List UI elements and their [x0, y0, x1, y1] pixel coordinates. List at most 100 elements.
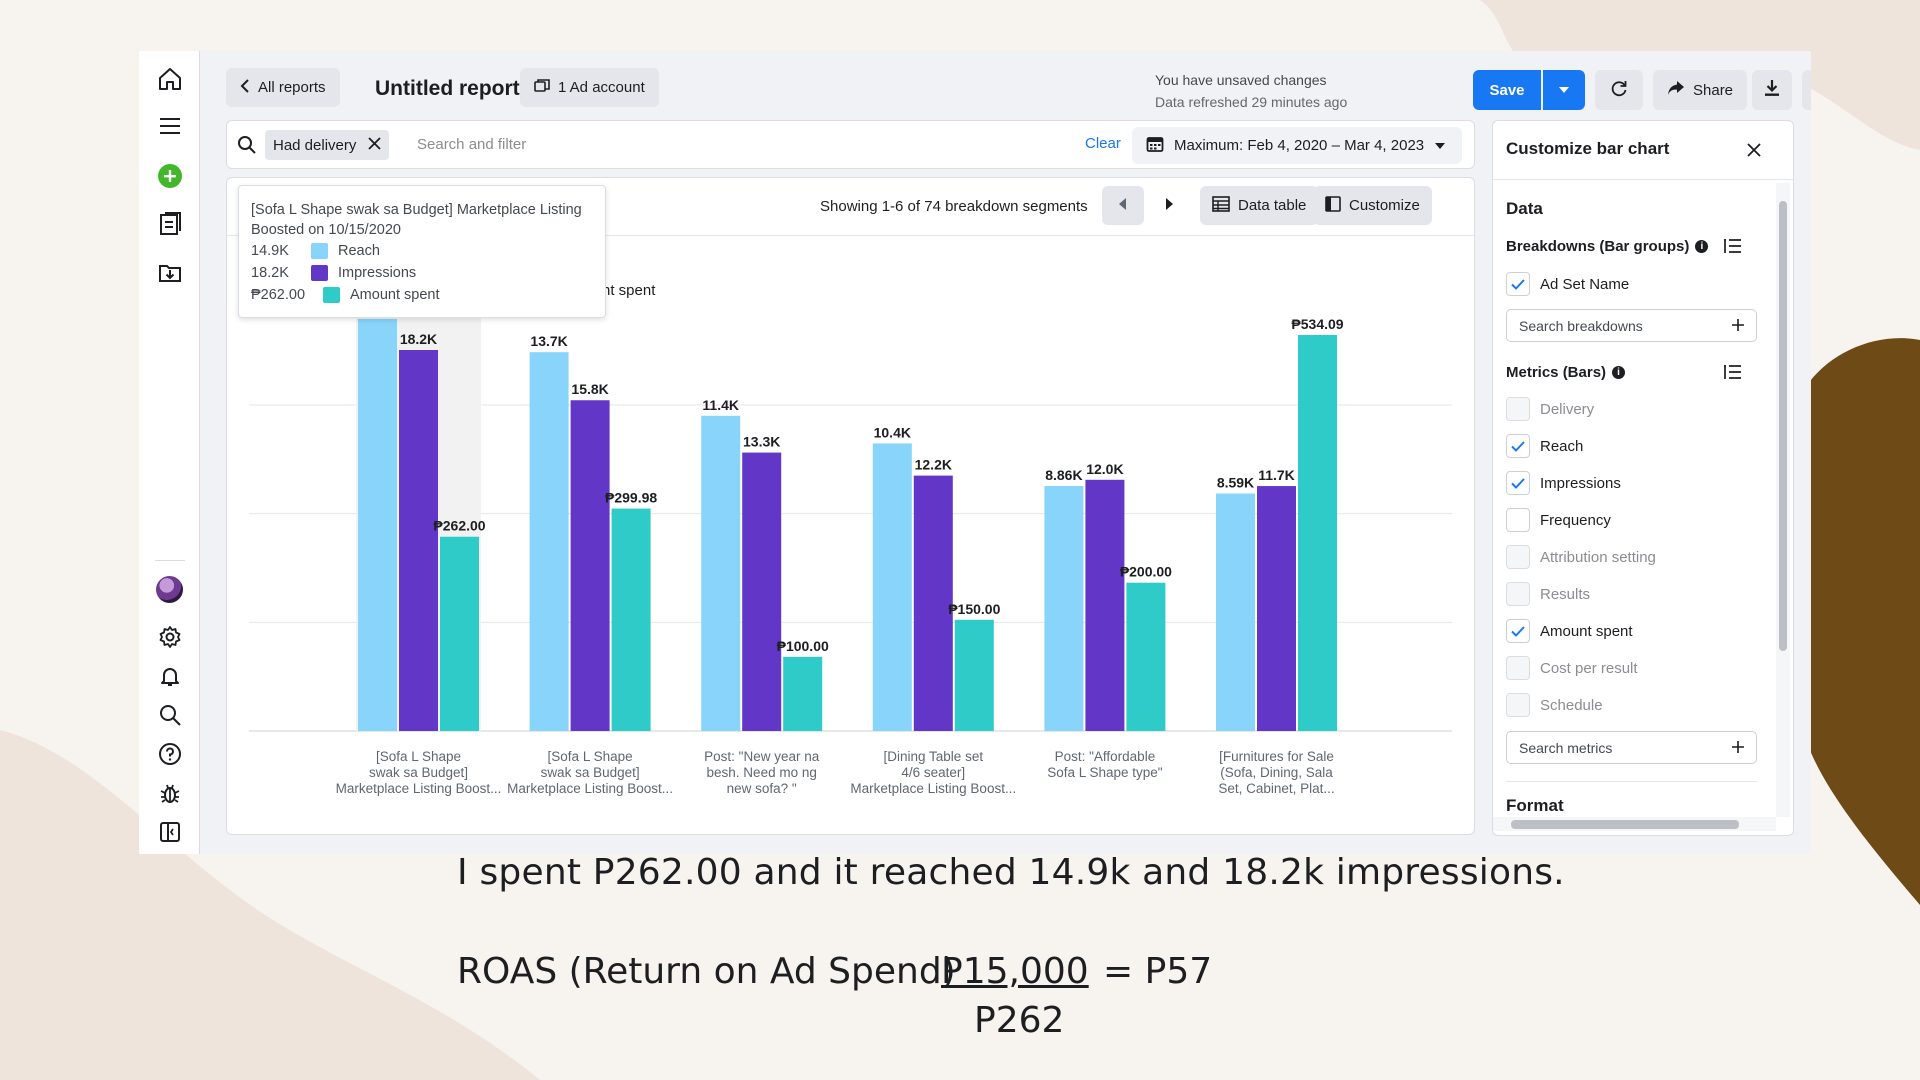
- menu-icon[interactable]: [155, 111, 185, 141]
- checkbox[interactable]: [1506, 397, 1530, 421]
- reorder-list-icon[interactable]: [1723, 236, 1745, 258]
- metric-frequency[interactable]: Frequency: [1506, 508, 1611, 532]
- close-icon[interactable]: [1741, 137, 1767, 163]
- info-icon[interactable]: i: [1695, 240, 1709, 253]
- checkbox-label: Reach: [1540, 437, 1584, 455]
- category-label: Post: "New year na: [704, 749, 820, 764]
- checkbox[interactable]: [1506, 656, 1530, 680]
- legend-swatch: [311, 265, 328, 281]
- clear-filters-link[interactable]: Clear: [1085, 135, 1121, 152]
- chevron-left-icon: [240, 78, 250, 97]
- report-header: All reports Untitled report 1 Ad account…: [200, 51, 1811, 121]
- left-nav-rail: [139, 51, 200, 854]
- metrics-heading: Metrics (Bars) i: [1506, 364, 1626, 381]
- reorder-list-icon[interactable]: [1723, 362, 1745, 384]
- checkbox[interactable]: [1506, 693, 1530, 717]
- create-plus-icon[interactable]: [155, 161, 185, 191]
- home-icon[interactable]: [155, 64, 185, 94]
- more-options-button[interactable]: [1802, 70, 1811, 110]
- customize-button[interactable]: Customize: [1313, 186, 1432, 225]
- data-table-button[interactable]: Data table: [1200, 186, 1319, 225]
- checkbox-checked[interactable]: [1506, 619, 1530, 643]
- checkbox[interactable]: [1506, 582, 1530, 606]
- previous-page-button[interactable]: [1102, 186, 1144, 225]
- download-button[interactable]: [1752, 70, 1792, 110]
- checkbox-checked[interactable]: [1506, 471, 1530, 495]
- bar-reach: [701, 415, 741, 731]
- info-icon[interactable]: i: [1612, 366, 1626, 379]
- sidebar-toggle-icon[interactable]: [155, 817, 185, 847]
- category-label: [Dining Table set: [884, 749, 984, 764]
- customize-label: Customize: [1349, 197, 1420, 214]
- filter-chip-had-delivery[interactable]: Had delivery: [265, 130, 390, 160]
- settings-gear-icon[interactable]: [155, 622, 185, 652]
- metric-results[interactable]: Results: [1506, 582, 1590, 606]
- avatar[interactable]: [156, 576, 183, 603]
- bar-reach: [529, 352, 569, 731]
- checkbox[interactable]: [1506, 508, 1530, 532]
- date-range-label: Maximum: Feb 4, 2020 – Mar 4, 2023: [1174, 137, 1425, 154]
- bug-report-icon[interactable]: [155, 778, 185, 808]
- checkbox-label: Attribution setting: [1540, 548, 1656, 566]
- checkbox-checked[interactable]: [1506, 434, 1530, 458]
- breakdown-ad-set-name[interactable]: Ad Set Name: [1506, 272, 1629, 296]
- checkbox-label: Results: [1540, 585, 1591, 603]
- breakdown-count: Showing 1-6 of 74 breakdown segments: [820, 198, 1088, 215]
- horizontal-scrollbar[interactable]: [1493, 817, 1776, 831]
- close-icon[interactable]: [368, 136, 382, 154]
- tooltip-row-reach: 14.9K Reach: [251, 240, 593, 262]
- search-icon[interactable]: [155, 700, 185, 730]
- category-label: [Furnitures for Sale: [1219, 749, 1334, 764]
- tooltip-row-impressions: 18.2K Impressions: [251, 262, 593, 284]
- unsaved-message: You have unsaved changes: [1155, 72, 1327, 88]
- checkbox[interactable]: [1506, 545, 1530, 569]
- caret-down-icon: [1434, 137, 1446, 154]
- category-label: [Sofa L Shape: [376, 749, 461, 764]
- metric-schedule[interactable]: Schedule: [1506, 693, 1603, 717]
- share-button[interactable]: Share: [1653, 70, 1748, 110]
- roas-label: ROAS (Return on Ad Spend): [457, 951, 956, 992]
- save-options-dropdown[interactable]: [1543, 70, 1585, 110]
- search-breakdowns-input[interactable]: Search breakdowns: [1506, 309, 1757, 342]
- metric-amount-spent[interactable]: Amount spent: [1506, 619, 1633, 643]
- category-label: [Sofa L Shape: [548, 749, 633, 764]
- notifications-bell-icon[interactable]: [155, 661, 185, 691]
- scrollbar-thumb[interactable]: [1511, 820, 1739, 829]
- help-icon[interactable]: [155, 739, 185, 769]
- bar-amount-spent: [783, 656, 823, 731]
- search-metrics-input[interactable]: Search metrics: [1506, 731, 1757, 764]
- filter-bar: Had delivery Search and filter Clear Max…: [226, 120, 1475, 169]
- bar-amount-spent: [440, 536, 479, 731]
- date-range-picker[interactable]: Maximum: Feb 4, 2020 – Mar 4, 2023: [1132, 127, 1462, 164]
- save-button[interactable]: Save: [1473, 70, 1541, 110]
- metric-reach[interactable]: Reach: [1506, 434, 1583, 458]
- metric-cost-per-result[interactable]: Cost per result: [1506, 656, 1638, 680]
- bar-impressions: [742, 452, 782, 731]
- scrollbar-thumb[interactable]: [1779, 201, 1787, 651]
- checkbox-label: Cost per result: [1540, 659, 1638, 677]
- all-reports-button[interactable]: All reports: [226, 68, 340, 107]
- data-label: ₱262.00: [433, 518, 485, 534]
- triangle-left-icon: [1119, 197, 1127, 215]
- calendar-icon: [1146, 135, 1164, 157]
- export-icon[interactable]: [155, 257, 185, 287]
- share-arrow-icon: [1667, 80, 1685, 100]
- checkbox-label: Schedule: [1540, 696, 1603, 714]
- metric-delivery[interactable]: Delivery: [1506, 397, 1594, 421]
- metric-impressions[interactable]: Impressions: [1506, 471, 1621, 495]
- bar-impressions: [1085, 479, 1125, 731]
- ad-account-icon: [534, 78, 550, 98]
- plus-icon[interactable]: [1732, 740, 1744, 756]
- metric-attribution-setting[interactable]: Attribution setting: [1506, 545, 1656, 569]
- checkbox-checked[interactable]: [1506, 272, 1530, 296]
- plus-icon[interactable]: [1732, 318, 1744, 334]
- search-icon: [237, 135, 257, 160]
- ad-account-selector[interactable]: 1 Ad account: [520, 68, 659, 107]
- vertical-scrollbar[interactable]: [1776, 183, 1790, 817]
- next-page-button[interactable]: [1148, 186, 1190, 225]
- refresh-button[interactable]: [1595, 70, 1643, 110]
- bar-reach: [1216, 493, 1255, 731]
- page-title: Untitled report: [375, 77, 520, 100]
- search-filter-input[interactable]: Search and filter: [417, 136, 527, 153]
- reports-icon[interactable]: [155, 209, 185, 239]
